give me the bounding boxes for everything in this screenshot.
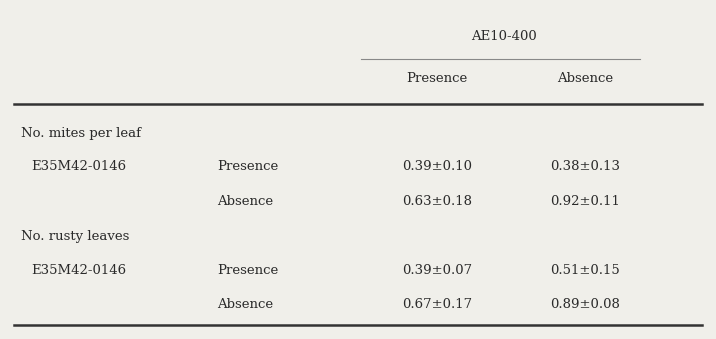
Text: 0.38±0.13: 0.38±0.13 [550, 160, 620, 173]
Text: 0.39±0.10: 0.39±0.10 [402, 160, 472, 173]
Text: 0.39±0.07: 0.39±0.07 [402, 264, 472, 277]
Text: Presence: Presence [217, 264, 279, 277]
Text: No. rusty leaves: No. rusty leaves [21, 230, 130, 243]
Text: E35M42-0146: E35M42-0146 [32, 160, 127, 173]
Text: 0.51±0.15: 0.51±0.15 [550, 264, 620, 277]
Text: E35M42-0146: E35M42-0146 [32, 264, 127, 277]
Text: 0.92±0.11: 0.92±0.11 [550, 196, 620, 208]
Text: No. mites per leaf: No. mites per leaf [21, 127, 141, 140]
Text: Presence: Presence [217, 160, 279, 173]
Text: AE10-400: AE10-400 [471, 30, 537, 43]
Text: Absence: Absence [217, 196, 274, 208]
Text: Absence: Absence [557, 72, 613, 85]
Text: 0.89±0.08: 0.89±0.08 [550, 298, 620, 312]
Text: Absence: Absence [217, 298, 274, 312]
Text: 0.63±0.18: 0.63±0.18 [402, 196, 472, 208]
Text: Presence: Presence [407, 72, 468, 85]
Text: 0.67±0.17: 0.67±0.17 [402, 298, 472, 312]
